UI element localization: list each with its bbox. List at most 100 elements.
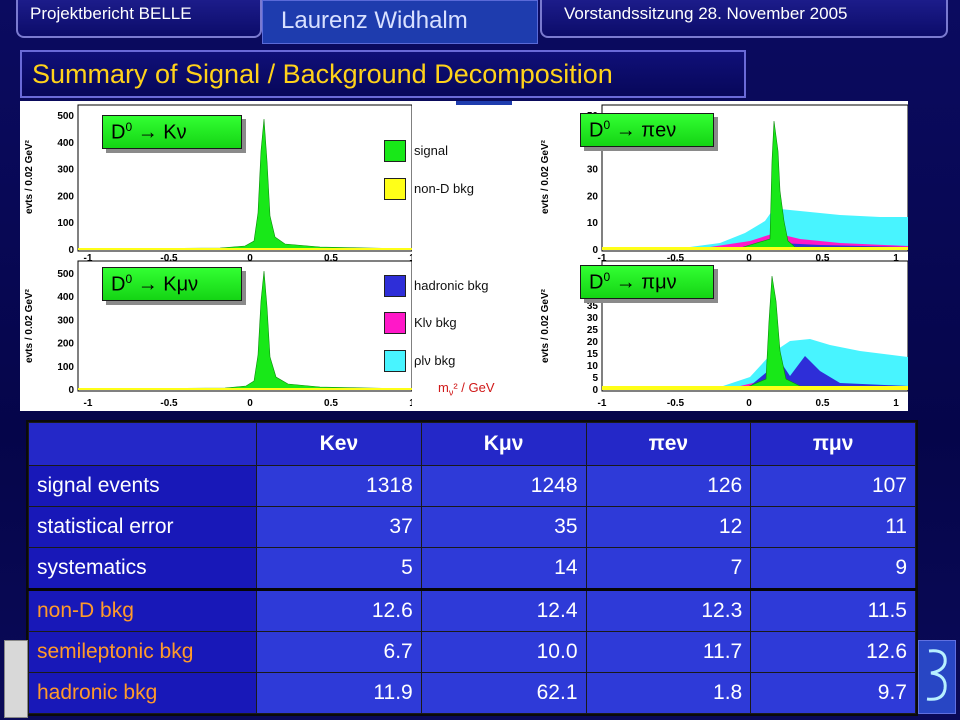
nond-bkg-kmu: [78, 388, 412, 390]
row-label: non-D bkg: [28, 587, 257, 633]
table-cell: 126: [585, 465, 752, 507]
summary-table-grid: Keν Kμν πeν πμν signal events 1318 1248 …: [28, 422, 916, 714]
table-cell: 11: [750, 505, 916, 548]
plot-label-pie-arrow: →: [615, 119, 636, 142]
table-cell: 35: [420, 505, 587, 548]
table-cell: 10.0: [420, 631, 587, 674]
slide-title-box: Summary of Signal / Background Decomposi…: [20, 50, 746, 98]
kl-bkg-pie: [602, 233, 908, 249]
table-header-cell: πμν: [750, 422, 916, 466]
table-cell: 5: [256, 546, 422, 590]
table-cell: 12.6: [750, 631, 916, 674]
legend-label-signal: signal: [414, 143, 448, 158]
y-tick-label: 400: [57, 292, 74, 303]
legend-swatch-kl: [384, 312, 406, 334]
y-tick-label: 400: [57, 138, 74, 149]
plot-xlabel: mν² / GeV: [438, 380, 495, 398]
y-tick-label: 300: [57, 165, 74, 176]
y-tick-label: 0: [592, 245, 598, 256]
table-cell: 12: [585, 505, 752, 548]
plot-label-pie-mode: πeν: [641, 119, 677, 142]
table-cell: 62.1: [420, 672, 587, 714]
hadronic-bkg-pimu: [602, 356, 908, 389]
y-tick-label: 10: [587, 218, 599, 229]
table-cell: 37: [256, 505, 422, 548]
legend-top-strip: [456, 101, 512, 105]
plots-legend-panel: [412, 101, 540, 411]
y-tick-label: 200: [57, 339, 74, 350]
y-tick-label: 0: [68, 245, 74, 256]
nond-bkg-ke: [78, 248, 412, 250]
y-tick-label: 20: [587, 191, 599, 202]
rho-bkg-pie: [602, 209, 908, 249]
y-tick-label: 100: [57, 218, 74, 229]
table-row: statistical error 37 35 12 11: [28, 505, 916, 548]
y-tick-label: 100: [57, 362, 74, 373]
y-tick-label: 0: [592, 385, 598, 396]
row-label: statistical error: [28, 505, 257, 548]
y-tick-label: 25: [587, 325, 599, 336]
plot-label-ke-sup: 0: [125, 120, 133, 134]
y-tick-label: 500: [57, 269, 74, 280]
plot-label-pimu-arrow: →: [615, 271, 636, 294]
y-tick-label: 500: [57, 111, 74, 122]
x-tick-label: -1: [598, 398, 607, 409]
belle-logo-mark: [926, 649, 947, 701]
plot-label-pimu-sup: 0: [603, 270, 611, 284]
table-header-cell: πeν: [585, 422, 752, 466]
plot-xlabel-tail: ² / GeV: [453, 380, 495, 395]
legend-swatch-hadronic: [384, 275, 406, 297]
header-meeting: Vorstandssitzung 28. November 2005: [540, 0, 948, 38]
plots-left-panel: 500 400 300 200 100 0 500 400 300 200 100 0 -1 -0.5…: [20, 101, 416, 411]
plots-right-panel: 50403020100 50454035302520151050 -1-0.50…: [540, 101, 909, 411]
x-tick-label: -1: [84, 398, 93, 409]
header-project-text: Projektbericht BELLE: [30, 4, 192, 23]
x-tick-label: 1: [893, 398, 899, 409]
plots-right-svg: 50403020100 50454035302520151050 -1-0.50…: [540, 104, 909, 409]
y-tick-label: 300: [57, 315, 74, 326]
belle-logo: [918, 640, 956, 714]
x-tick-label: 0.5: [324, 398, 338, 409]
plot-pimu-xticks: -1 -0.5 0 0.5 1: [598, 398, 900, 409]
legend-label-kl: Klν bkg: [414, 315, 457, 330]
x-tick-label: 0: [746, 398, 752, 409]
plot-kmu-yticks: 500 400 300 200 100 0: [57, 269, 74, 396]
slide-title: Summary of Signal / Background Decomposi…: [32, 59, 613, 89]
row-label: semileptonic bkg: [28, 631, 257, 674]
plot-label-kmu-d: D: [111, 273, 126, 296]
row-label: systematics: [28, 546, 257, 590]
legend-label-hadronic: hadronic bkg: [414, 278, 489, 293]
table-cell: 1248: [420, 465, 587, 507]
table-cell: 12.6: [256, 587, 422, 633]
table-cell: 14: [420, 546, 587, 590]
plot-ke-xticks: -1-0.500.51: [84, 253, 416, 264]
plot-ke-ylabel: evts / 0.02 GeV²: [24, 139, 35, 214]
table-header-cell: Kμν: [420, 422, 587, 466]
y-tick-label: 5: [592, 373, 598, 384]
nond-bkg-pimu: [602, 386, 908, 390]
table-cell: 7: [585, 546, 752, 590]
plot-kmu-xticks: -1-0.500.51: [84, 398, 416, 409]
plot-label-pie-sup: 0: [603, 118, 611, 132]
plot-label-ke-mode: Kν: [163, 121, 187, 144]
table-cell: 11.9: [256, 672, 422, 714]
plot-pie-xticks: -1 -0.5 0 0.5 1: [598, 253, 900, 264]
plot-label-kmu-arrow: →: [137, 273, 158, 296]
table-row: hadronic bkg 11.9 62.1 1.8 9.7: [28, 672, 916, 714]
table-cell: 9.7: [750, 672, 916, 714]
institute-logo: [4, 640, 28, 718]
x-tick-label: 0.5: [816, 253, 830, 264]
x-tick-label: 0.5: [324, 253, 338, 264]
legend-swatch-rho: [384, 350, 406, 372]
table-cell: 1318: [256, 465, 422, 507]
y-tick-label: 20: [587, 337, 599, 348]
table-header-row: Keν Kμν πeν πμν: [28, 422, 916, 466]
nond-bkg-pie: [602, 247, 908, 250]
table-cell: 11.5: [750, 587, 916, 633]
plot-label-ke-arrow: →: [137, 121, 158, 144]
table-cell: 1.8: [585, 672, 752, 714]
x-tick-label: -0.5: [667, 398, 685, 409]
plot-kmu-ylabel: evts / 0.02 GeV²: [24, 288, 35, 363]
x-tick-label: 0.5: [816, 398, 830, 409]
header-meeting-text: Vorstandssitzung 28. November 2005: [564, 4, 848, 23]
